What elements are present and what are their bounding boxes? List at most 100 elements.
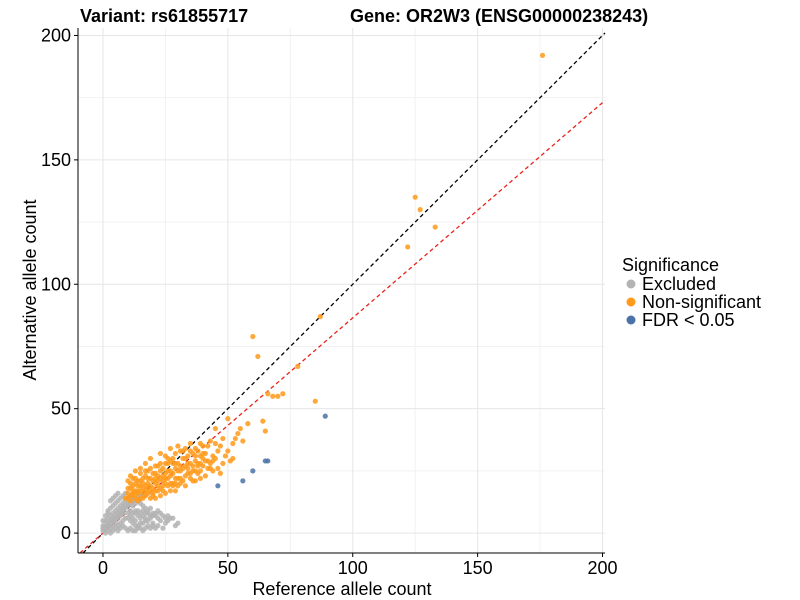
data-point: [177, 463, 184, 469]
data-point: [210, 458, 216, 464]
data-point: [132, 528, 139, 534]
data-point: [295, 363, 301, 369]
data-point: [145, 475, 151, 481]
data-point: [265, 391, 271, 397]
data-point: [175, 520, 181, 526]
data-point: [147, 455, 154, 462]
data-point: [100, 525, 106, 531]
data-point: [142, 525, 149, 531]
data-point: [250, 468, 256, 474]
legend-label: Non-significant: [642, 292, 761, 312]
data-point: [137, 495, 144, 501]
data-point: [175, 483, 181, 489]
data-point: [142, 488, 149, 494]
data-point: [132, 495, 139, 501]
data-point: [167, 473, 174, 479]
data-point: [165, 513, 171, 519]
series-non-significant: [122, 52, 546, 504]
data-point: [167, 458, 174, 464]
data-point: [132, 475, 139, 481]
y-axis-title: Alternative allele count: [20, 199, 40, 380]
data-point: [417, 207, 423, 213]
data-point: [220, 460, 226, 467]
data-point: [275, 393, 281, 399]
data-point: [172, 488, 179, 494]
data-point: [217, 470, 223, 476]
data-point: [137, 470, 144, 476]
data-point: [432, 224, 438, 230]
data-point: [157, 468, 164, 474]
data-point: [127, 493, 134, 499]
data-point: [147, 465, 154, 472]
data-point: [212, 440, 218, 447]
plot-panel: [78, 28, 606, 554]
data-point: [250, 333, 256, 340]
legend-label: FDR < 0.05: [642, 310, 735, 330]
y-tick-label: 50: [51, 399, 71, 419]
y-tick-label: 200: [41, 25, 71, 45]
legend-key: [626, 297, 636, 307]
legend-title: Significance: [622, 255, 719, 275]
axes: 0 50 100 150 200 0 50 100 150 200 Reference alle…: [20, 25, 618, 599]
data-point: [157, 460, 164, 467]
data-point: [265, 458, 271, 464]
data-point: [280, 391, 286, 397]
data-point: [172, 450, 179, 457]
data-point: [142, 515, 149, 521]
data-point: [240, 438, 246, 444]
data-point: [170, 515, 176, 521]
data-point: [130, 483, 136, 489]
data-point: [157, 493, 164, 499]
x-axis-ticks: 0 50 100 150 200: [98, 553, 618, 578]
reference-line: [82, 32, 606, 554]
y-axis-ticks: 0 50 100 150 200: [41, 25, 78, 543]
data-point: [182, 445, 188, 452]
data-point: [225, 416, 231, 422]
data-point: [160, 525, 166, 531]
title-group: Variant: rs61855717 Gene: OR2W3 (ENSG000…: [80, 6, 648, 26]
data-point: [172, 460, 179, 467]
legend-key: [626, 315, 636, 325]
data-point: [317, 314, 323, 320]
data-point: [197, 460, 203, 467]
data-point: [132, 508, 139, 514]
data-point: [215, 448, 221, 454]
data-points: [100, 52, 546, 536]
data-point: [235, 430, 241, 437]
data-point: [167, 488, 174, 494]
data-point: [135, 483, 141, 489]
x-tick-label: 0: [98, 558, 108, 578]
data-point: [539, 52, 546, 58]
data-point: [167, 445, 174, 452]
data-point: [180, 478, 186, 484]
data-point: [152, 488, 159, 494]
data-point: [205, 443, 211, 449]
data-point: [105, 520, 111, 526]
data-point: [225, 448, 231, 454]
data-point: [160, 488, 166, 494]
data-point: [217, 443, 223, 449]
data-point: [175, 443, 181, 449]
data-point: [142, 468, 149, 474]
data-point: [240, 478, 246, 484]
data-point: [215, 465, 221, 472]
data-point: [197, 475, 203, 481]
data-point: [230, 440, 236, 447]
data-point: [177, 448, 184, 454]
data-point: [177, 468, 184, 474]
data-point: [207, 465, 213, 472]
data-point: [222, 453, 228, 459]
legend-label: Excluded: [642, 274, 716, 294]
data-point: [120, 505, 126, 511]
data-point: [237, 425, 243, 432]
data-point: [125, 485, 131, 491]
data-point: [260, 418, 266, 424]
data-point: [187, 440, 193, 447]
series-fdr-0-05: [215, 413, 328, 489]
data-point: [125, 478, 131, 484]
data-point: [405, 244, 411, 250]
data-point: [132, 468, 139, 474]
data-point: [162, 475, 169, 481]
